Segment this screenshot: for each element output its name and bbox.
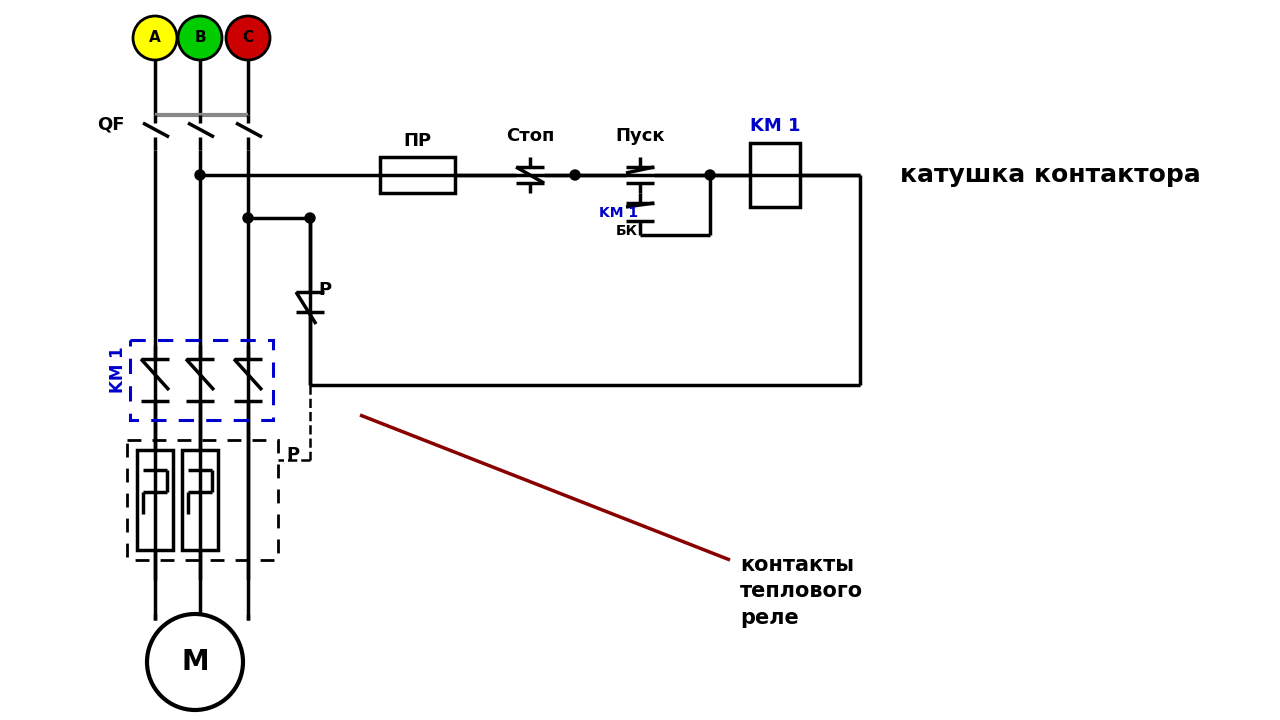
Text: QF: QF xyxy=(97,116,125,134)
Text: Стоп: Стоп xyxy=(506,127,554,145)
Circle shape xyxy=(178,16,221,60)
Text: KM 1: KM 1 xyxy=(750,117,800,135)
Text: катушка контактора: катушка контактора xyxy=(900,163,1201,187)
Bar xyxy=(380,157,454,193)
Text: M: M xyxy=(182,648,209,676)
Text: A: A xyxy=(150,30,161,45)
Text: БК: БК xyxy=(616,224,637,238)
Text: C: C xyxy=(242,30,253,45)
Bar xyxy=(750,143,800,207)
Circle shape xyxy=(133,16,177,60)
Text: KM 1: KM 1 xyxy=(599,206,637,220)
Bar xyxy=(127,440,278,560)
Bar xyxy=(137,450,173,550)
Text: контакты
теплового
реле: контакты теплового реле xyxy=(740,555,863,628)
Text: B: B xyxy=(195,30,206,45)
Text: Пуск: Пуск xyxy=(616,127,664,145)
Bar xyxy=(182,450,218,550)
Bar xyxy=(131,340,273,420)
Circle shape xyxy=(227,16,270,60)
Circle shape xyxy=(570,170,580,180)
Circle shape xyxy=(305,213,315,223)
Text: KM 1: KM 1 xyxy=(109,347,127,393)
Circle shape xyxy=(705,170,716,180)
Circle shape xyxy=(147,614,243,710)
Text: P: P xyxy=(317,281,332,299)
Circle shape xyxy=(195,170,205,180)
Text: P: P xyxy=(285,446,300,464)
Text: ПР: ПР xyxy=(403,132,431,150)
Circle shape xyxy=(243,213,253,223)
